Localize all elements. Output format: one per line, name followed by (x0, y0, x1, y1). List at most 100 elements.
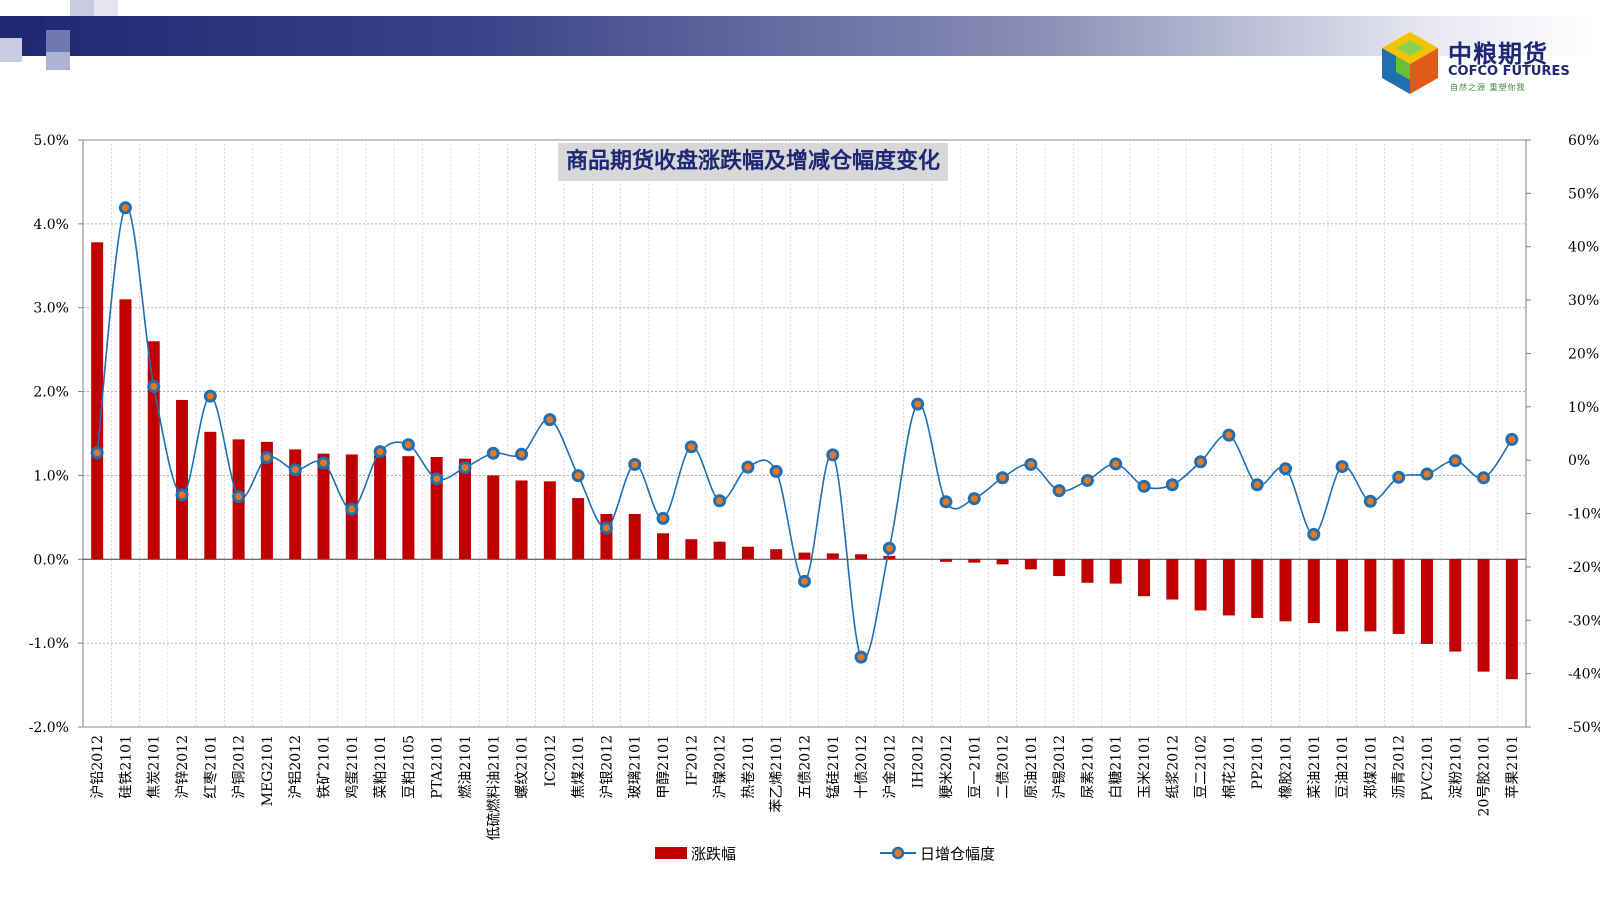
bar (1392, 559, 1405, 634)
x-tick-label: 苯乙烯2101 (768, 735, 785, 813)
corner-square (94, 0, 118, 16)
x-tick-label: 铁矿2101 (317, 735, 333, 799)
y-left-tick-label: 5.0% (33, 133, 69, 149)
bar (1505, 559, 1518, 680)
line-point (1505, 432, 1519, 446)
bar (657, 533, 670, 560)
line-point (1335, 460, 1349, 474)
line-point (1052, 484, 1066, 498)
line-point (741, 460, 755, 474)
x-tick-label: MEG2101 (260, 735, 276, 806)
corner-square (22, 16, 46, 38)
y-right-tick-label: -20% (1568, 560, 1600, 576)
x-tick-label: 豆二2102 (1194, 735, 1210, 799)
bar (826, 553, 839, 560)
line-point (345, 502, 359, 516)
y-right-tick-label: -30% (1568, 613, 1600, 629)
line-point (656, 511, 670, 525)
x-tick-label: 沪镍2012 (713, 735, 729, 799)
y-right-tick-label: -40% (1568, 667, 1600, 683)
x-tick-label: 20号胶2101 (1476, 735, 1493, 816)
line-point (628, 457, 642, 471)
x-tick-label: 棉花2101 (1221, 735, 1238, 799)
y-left-tick-label: 2.0% (33, 385, 69, 401)
x-tick-label: 红枣2101 (203, 735, 219, 799)
line-point (401, 438, 415, 452)
bar (968, 559, 981, 563)
bar (713, 541, 726, 560)
y-right-tick-label: 20% (1568, 346, 1599, 362)
bar (1081, 559, 1094, 583)
line-point (1448, 454, 1462, 468)
bar (430, 456, 443, 560)
corner-square (70, 0, 94, 16)
line-point (1024, 457, 1038, 471)
x-tick-label: 沪铜2012 (232, 735, 248, 799)
bar (1279, 559, 1292, 622)
x-tick-label: 二债2012 (996, 735, 1012, 799)
logo-name-cn: 中粮期货 (1448, 40, 1548, 68)
bar (147, 341, 160, 560)
line-point (996, 471, 1010, 485)
line-point (203, 389, 217, 403)
bar (1336, 559, 1349, 632)
x-tick-label: 沪锡2012 (1052, 735, 1068, 799)
corner-square (46, 52, 70, 70)
x-tick-label: 热卷2101 (741, 735, 757, 799)
x-tick-label: 沪锌2012 (175, 735, 191, 799)
header-band (0, 16, 1600, 56)
bar (600, 514, 613, 560)
x-tick-label: 豆一2101 (967, 735, 983, 799)
x-tick-label: 焦炭2101 (147, 735, 163, 799)
bar (939, 559, 952, 562)
bar (204, 431, 217, 560)
bar (741, 546, 754, 560)
line-point (118, 201, 132, 215)
line-point (571, 469, 585, 483)
line-point (543, 413, 557, 427)
bar (1222, 559, 1235, 616)
line-point (1080, 473, 1094, 487)
x-tick-label: 鸡蛋2101 (344, 735, 361, 799)
line-point (373, 445, 387, 459)
bar (1251, 559, 1264, 618)
bar (770, 549, 783, 560)
bar (317, 453, 330, 560)
line-point (486, 446, 500, 460)
line-point (1477, 471, 1491, 485)
line-point (232, 489, 246, 503)
bar (176, 399, 189, 560)
bar (1364, 559, 1377, 632)
x-tick-label: 豆油2101 (1335, 735, 1351, 799)
x-tick-label: 焦煤2101 (571, 735, 587, 799)
bar (458, 458, 471, 560)
legend-label-line: 日增仓幅度 (920, 845, 996, 863)
line-point (515, 447, 529, 461)
x-tick-label: 沪银2012 (599, 735, 615, 799)
line-point (684, 440, 698, 454)
bar (798, 552, 811, 560)
bar (260, 441, 273, 560)
legend-bar-swatch (655, 847, 687, 859)
line-point (1420, 467, 1434, 481)
y-right-tick-label: 30% (1568, 293, 1599, 309)
cofco-logo: 中粮期货 COFCO FUTURES 自然之源 重塑你我 (1378, 28, 1588, 98)
bar (628, 514, 641, 560)
line-point (1363, 494, 1377, 508)
x-tick-label: 硅铁2101 (118, 735, 134, 799)
x-tick-label: 锰硅2101 (826, 735, 842, 799)
legend-line-swatch (880, 846, 916, 860)
y-left-tick-label: -1.0% (29, 636, 69, 652)
logo-name-en: COFCO FUTURES (1448, 64, 1570, 79)
line-point (769, 464, 783, 478)
x-tick-label: 粳米2012 (939, 735, 955, 799)
bar (119, 299, 132, 560)
x-tick-label: 沥青2012 (1392, 735, 1408, 799)
x-tick-label: IF2012 (684, 735, 700, 786)
bar (289, 449, 302, 560)
bar (572, 498, 585, 560)
bar (685, 539, 698, 560)
cofco-logo-icon (1382, 32, 1438, 94)
x-tick-label: PP2101 (1250, 735, 1266, 789)
bar (1477, 559, 1490, 672)
